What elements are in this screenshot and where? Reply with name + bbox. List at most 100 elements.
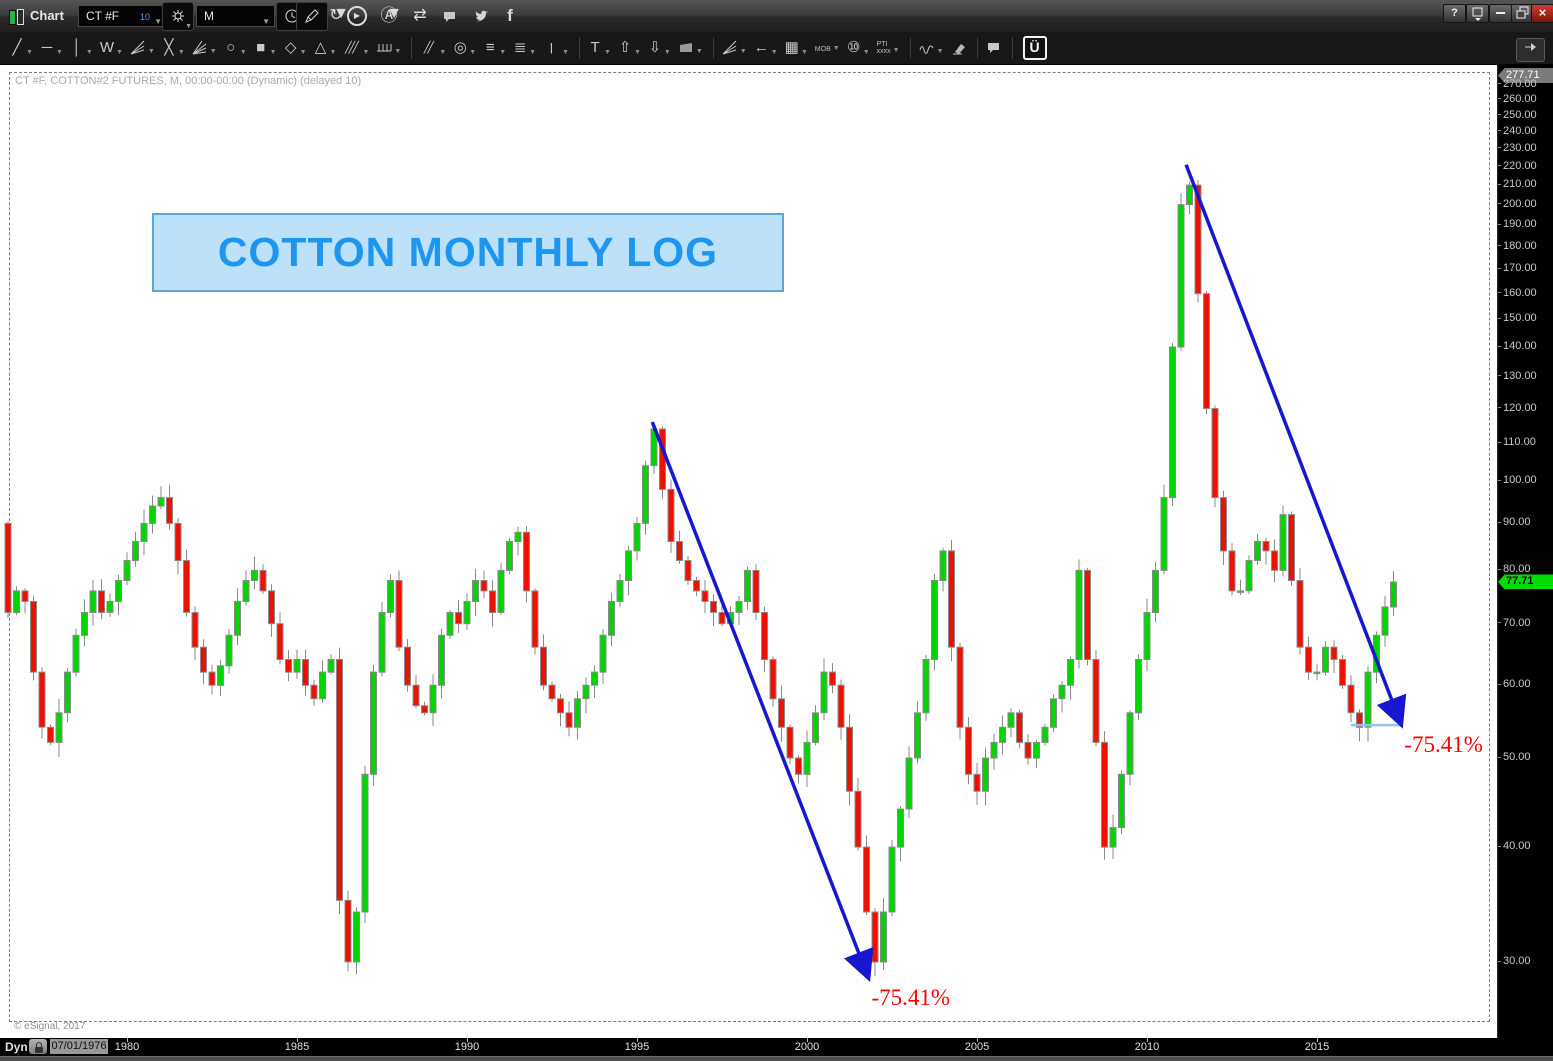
chat-button[interactable] (436, 3, 464, 29)
candle (132, 541, 139, 561)
decline-percent-label-2[interactable]: -75.41% (1404, 732, 1483, 758)
zigzag-tool[interactable]: W ▼ (100, 39, 123, 57)
toolbar-separator (909, 37, 911, 59)
candle (956, 646, 964, 728)
pin-toolbar-button[interactable] (1516, 38, 1545, 62)
fib-timezones-icon: ||| (543, 39, 560, 57)
trendline-tool[interactable]: ╱ ▼ (10, 39, 32, 57)
candle (1347, 684, 1355, 714)
chevron-down-icon: ▼ (892, 47, 900, 54)
parallel-lines-tool[interactable]: ╱╱╱ ▼ (343, 39, 369, 57)
refresh-icon: ↻ (329, 7, 343, 24)
draw-mode-button[interactable] (296, 2, 328, 31)
u-logo[interactable]: Ü (1021, 36, 1047, 60)
chevron-down-icon: ▼ (147, 48, 155, 55)
arrow-down-tool[interactable]: ⇩ ▼ (648, 39, 671, 57)
window-menu-button[interactable] (1466, 4, 1489, 23)
arrow-left-tool[interactable]: ← ▼ (754, 39, 778, 57)
gann-fan-tool[interactable]: ▼ (192, 40, 217, 56)
chevron-down-icon[interactable]: ▼ (262, 17, 270, 26)
arrow-up-tool[interactable]: ⇧ ▼ (618, 39, 641, 57)
wave-tool[interactable]: ▼ (919, 40, 944, 56)
horizontal-line-tool[interactable]: ─ ▼ (40, 39, 63, 57)
chevron-down-icon: ▼ (55, 49, 63, 56)
candle (820, 671, 828, 714)
candle (1296, 580, 1304, 648)
reload-button[interactable]: ↻ ▼ (329, 5, 349, 24)
ten-circle-tool[interactable]: ⑩ ▼ (847, 39, 870, 57)
interval-input[interactable]: M ▼ (196, 5, 275, 27)
minimize-button[interactable] (1489, 4, 1512, 23)
candle (21, 590, 29, 603)
candle (1152, 569, 1159, 613)
triangle-tool[interactable]: △ ▼ (314, 39, 337, 57)
candle (1084, 569, 1091, 660)
fan-lines-tool[interactable]: ▼ (130, 40, 155, 56)
close-button[interactable]: × (1531, 4, 1553, 23)
start-date-box[interactable]: 07/01/1976 (50, 1039, 108, 1054)
symbol-settings-button[interactable]: ▼ (162, 2, 194, 31)
title-bar: Chart CT #F 10 ▼ ▼ M ▼ ▼ ↻▼ ▶ Ⓐ▼ ⇄ f ? (0, 0, 1553, 33)
vertical-line-tool[interactable]: │ ▼ (70, 39, 93, 57)
y-axis-tick: 140.00 (1498, 340, 1553, 352)
symbol-input[interactable]: CT #F 10 ▼ (78, 5, 167, 27)
pti-tool[interactable]: PTI xxxx ▼ (877, 41, 900, 55)
candle (693, 580, 700, 592)
candle (395, 580, 403, 648)
ellipse-icon: ○ (226, 39, 236, 56)
twitter-icon (475, 10, 488, 22)
candle (1169, 346, 1176, 499)
note-tool[interactable] (986, 40, 1002, 56)
y-axis-tick: 110.00 (1498, 436, 1553, 448)
facebook-share-button[interactable]: f (496, 3, 524, 29)
help-button[interactable]: ? (1443, 4, 1466, 23)
price-label-tool[interactable]: ▼ (678, 40, 703, 56)
u-logo-icon: Ü (1022, 36, 1047, 60)
mob-tool[interactable]: MOB ▼ (815, 44, 840, 53)
ellipse-tool[interactable]: ○ ▼ (224, 39, 246, 57)
twitter-share-button[interactable] (468, 3, 496, 29)
gann-angles-tool[interactable]: ▼ (722, 40, 747, 56)
text-tool[interactable]: T ▼ (588, 39, 611, 57)
fib-retracement-tool[interactable]: ≡ ▼ (483, 39, 506, 57)
dynamic-mode-label[interactable]: Dyn (5, 1040, 28, 1054)
x-axis-tick: 1990 (454, 1041, 480, 1053)
eraser-icon (952, 43, 965, 55)
replay-button[interactable]: ▶ (343, 3, 371, 29)
candlestick-plot[interactable] (0, 65, 1497, 1038)
chart-pane[interactable]: CT #F, COTTON#2 FUTURES, M, 00:00-00:00 … (0, 65, 1497, 1038)
lock-scale-button[interactable] (29, 1039, 47, 1054)
candle (1126, 712, 1134, 775)
chevron-down-icon: ▼ (770, 49, 778, 56)
candle (1118, 773, 1125, 829)
fib-extension-tool[interactable]: ≣ ▼ (513, 39, 536, 57)
fib-circles-tool[interactable]: ◎ ▼ (453, 39, 476, 57)
candle (446, 612, 454, 636)
pin-icon (1524, 42, 1536, 52)
chevron-down-icon: ▼ (663, 49, 671, 56)
y-axis-tick: 90.00 (1498, 516, 1553, 528)
auto-analysis-button[interactable]: Ⓐ ▼ (380, 5, 403, 25)
diamond-tool[interactable]: ◇ ▼ (284, 39, 307, 57)
chevron-down-icon: ▼ (800, 49, 808, 56)
candle (463, 601, 471, 625)
price-scale[interactable]: 277.71 77.71 270.00 260.00 250.00 240.00 230… (1497, 65, 1553, 1038)
decline-percent-label-1[interactable]: -75.41% (871, 985, 951, 1011)
parallel-channel-tool[interactable]: ╱╱ ▼ (420, 39, 447, 57)
candle (404, 646, 411, 686)
eraser-tool[interactable] (951, 40, 967, 56)
fib-timezones-tool[interactable]: |||▼ (543, 39, 569, 57)
candle (149, 505, 156, 524)
candle (234, 601, 241, 636)
candle (1160, 497, 1168, 571)
chart-title-box[interactable]: COTTON MONTHLY LOG (152, 213, 784, 292)
candle (4, 522, 12, 613)
cycle-lines-tool[interactable]: ▼ (376, 40, 401, 56)
candle (514, 531, 522, 542)
chevron-down-icon[interactable]: ▼ (154, 17, 162, 26)
rectangle-tool[interactable]: ■ ▼ (254, 39, 276, 57)
crossed-lines-tool[interactable]: ╳ ▼ (162, 39, 184, 57)
compare-button[interactable]: ⇄ (406, 3, 434, 29)
grid-tool[interactable]: ▦ ▼ (785, 39, 808, 57)
